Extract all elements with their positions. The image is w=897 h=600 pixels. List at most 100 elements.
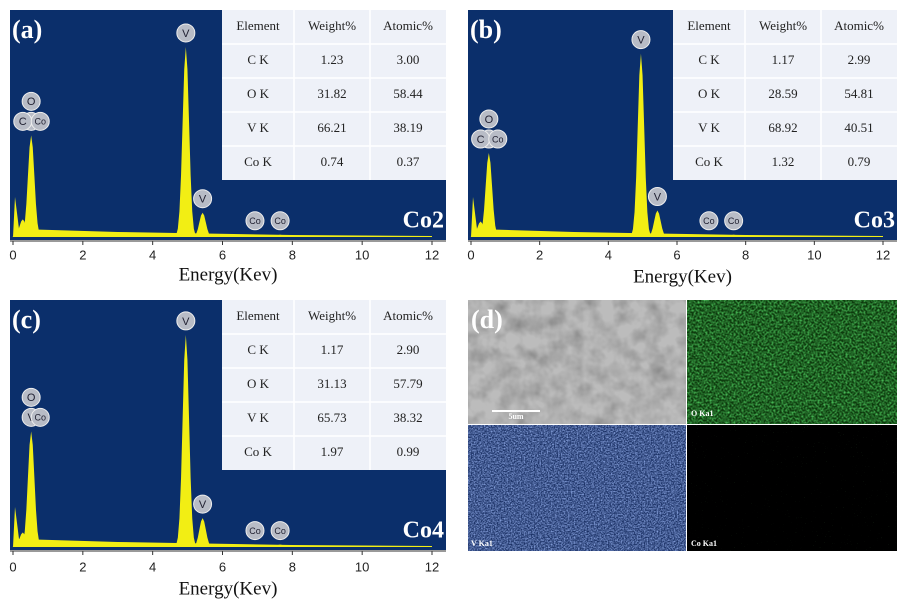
- table-cell: 0.79: [848, 154, 871, 169]
- peak-label: O: [27, 96, 36, 108]
- table-cell: Co K: [244, 154, 272, 169]
- table-header: Atomic%: [383, 308, 433, 323]
- x-tick-label: 6: [219, 559, 226, 574]
- peak-label: Co: [34, 413, 46, 423]
- spectrum-panel: VOCoVVCoCoElementWeight%Atomic%C K1.172.…: [9, 300, 446, 599]
- table-cell: 1.97: [321, 444, 344, 459]
- panel-label: (c): [12, 305, 41, 334]
- table-cell: 2.99: [848, 52, 871, 67]
- peak-label: C: [19, 116, 27, 128]
- table-cell: 0.99: [397, 444, 420, 459]
- table-header: Element: [236, 18, 280, 33]
- table-cell: 31.13: [317, 376, 346, 391]
- panel-label: (d): [471, 305, 503, 334]
- x-axis-label: Energy(Kev): [179, 578, 278, 599]
- figure: (d) 5um O Ka1 V Ka1 Co Ka1 VOCCoVVCoCoEl…: [0, 0, 897, 600]
- peak-label: Co: [274, 526, 286, 536]
- table-cell: O K: [698, 86, 721, 101]
- sample-tag: Co3: [854, 208, 895, 234]
- x-tick-label: 8: [742, 247, 749, 262]
- peak-label: V: [637, 34, 645, 46]
- panel-label: (b): [470, 15, 502, 44]
- x-tick-label: 10: [355, 247, 369, 262]
- x-tick-label: 0: [467, 247, 474, 262]
- table-cell: Co K: [244, 444, 272, 459]
- table-cell: V K: [247, 120, 269, 135]
- table-cell: O K: [247, 376, 270, 391]
- x-axis-label: Energy(Kev): [179, 264, 278, 285]
- table-header: Weight%: [759, 18, 807, 33]
- table-cell: 3.00: [397, 52, 420, 67]
- table-cell: 28.59: [768, 86, 797, 101]
- peak-label: O: [485, 114, 494, 126]
- table-cell: 54.81: [844, 86, 873, 101]
- x-tick-label: 6: [673, 247, 680, 262]
- scale-label: 5um: [508, 412, 523, 421]
- x-tick-label: 12: [425, 559, 439, 574]
- spectrum-panel: VOCCoVVCoCoElementWeight%Atomic%C K1.233…: [9, 10, 446, 285]
- table-cell: 1.23: [321, 52, 344, 67]
- x-tick-label: 12: [425, 247, 439, 262]
- x-tick-label: 8: [289, 559, 296, 574]
- sample-tag: Co4: [403, 518, 444, 544]
- x-tick-label: 10: [355, 559, 369, 574]
- table-cell: 40.51: [844, 120, 873, 135]
- x-tick-label: 2: [536, 247, 543, 262]
- table-cell: 1.17: [772, 52, 795, 67]
- table-cell: 38.19: [393, 120, 422, 135]
- table-cell: V K: [698, 120, 720, 135]
- table-cell: C K: [247, 342, 269, 357]
- sample-tag: Co2: [403, 208, 444, 234]
- x-tick-label: 12: [876, 247, 890, 262]
- peak-label: C: [477, 134, 485, 146]
- table-cell: 65.73: [317, 410, 346, 425]
- co-map-texture: [687, 425, 897, 551]
- x-tick-label: 4: [149, 559, 156, 574]
- table-cell: 58.44: [393, 86, 423, 101]
- table-cell: 66.21: [317, 120, 346, 135]
- table-cell: O K: [247, 86, 270, 101]
- peak-label: V: [199, 194, 207, 206]
- x-tick-label: 6: [219, 247, 226, 262]
- table-cell: 38.32: [393, 410, 422, 425]
- table-cell: Co K: [695, 154, 723, 169]
- peak-label: Co: [703, 216, 715, 226]
- x-tick-label: 2: [79, 247, 86, 262]
- map-label: V Ka1: [471, 539, 493, 548]
- table-header: Weight%: [308, 308, 356, 323]
- table-cell: 57.79: [393, 376, 422, 391]
- x-tick-label: 2: [79, 559, 86, 574]
- x-tick-label: 8: [289, 247, 296, 262]
- table-header: Atomic%: [383, 18, 433, 33]
- table-header: Weight%: [308, 18, 356, 33]
- table-cell: 2.90: [397, 342, 420, 357]
- table-cell: V K: [247, 410, 269, 425]
- table-header: Element: [236, 308, 280, 323]
- o-map-texture: [687, 300, 897, 424]
- peak-label: Co: [274, 216, 286, 226]
- table-cell: 0.74: [321, 154, 344, 169]
- table-header: Atomic%: [834, 18, 884, 33]
- panel-label: (a): [12, 15, 42, 44]
- table-cell: 31.82: [317, 86, 346, 101]
- spectrum-panel: VOCCoVVCoCoElementWeight%Atomic%C K1.172…: [467, 10, 897, 287]
- peak-label: V: [182, 316, 190, 328]
- peak-label: Co: [34, 117, 46, 127]
- peak-label: V: [182, 28, 190, 40]
- table-header: Element: [687, 18, 731, 33]
- table-cell: 0.37: [397, 154, 420, 169]
- table-cell: 1.32: [772, 154, 795, 169]
- map-label: O Ka1: [691, 409, 713, 418]
- table-cell: 1.17: [321, 342, 344, 357]
- mapping-panel: (d) 5um O Ka1 V Ka1 Co Ka1: [468, 300, 897, 551]
- x-tick-label: 0: [9, 559, 16, 574]
- v-map-texture: [468, 425, 686, 551]
- map-label: Co Ka1: [691, 539, 717, 548]
- peak-label: V: [199, 499, 207, 511]
- peak-label: Co: [249, 526, 261, 536]
- peak-label: O: [27, 392, 36, 404]
- x-tick-label: 4: [605, 247, 612, 262]
- x-tick-label: 0: [9, 247, 16, 262]
- table-cell: 68.92: [768, 120, 797, 135]
- peak-label: V: [654, 191, 662, 203]
